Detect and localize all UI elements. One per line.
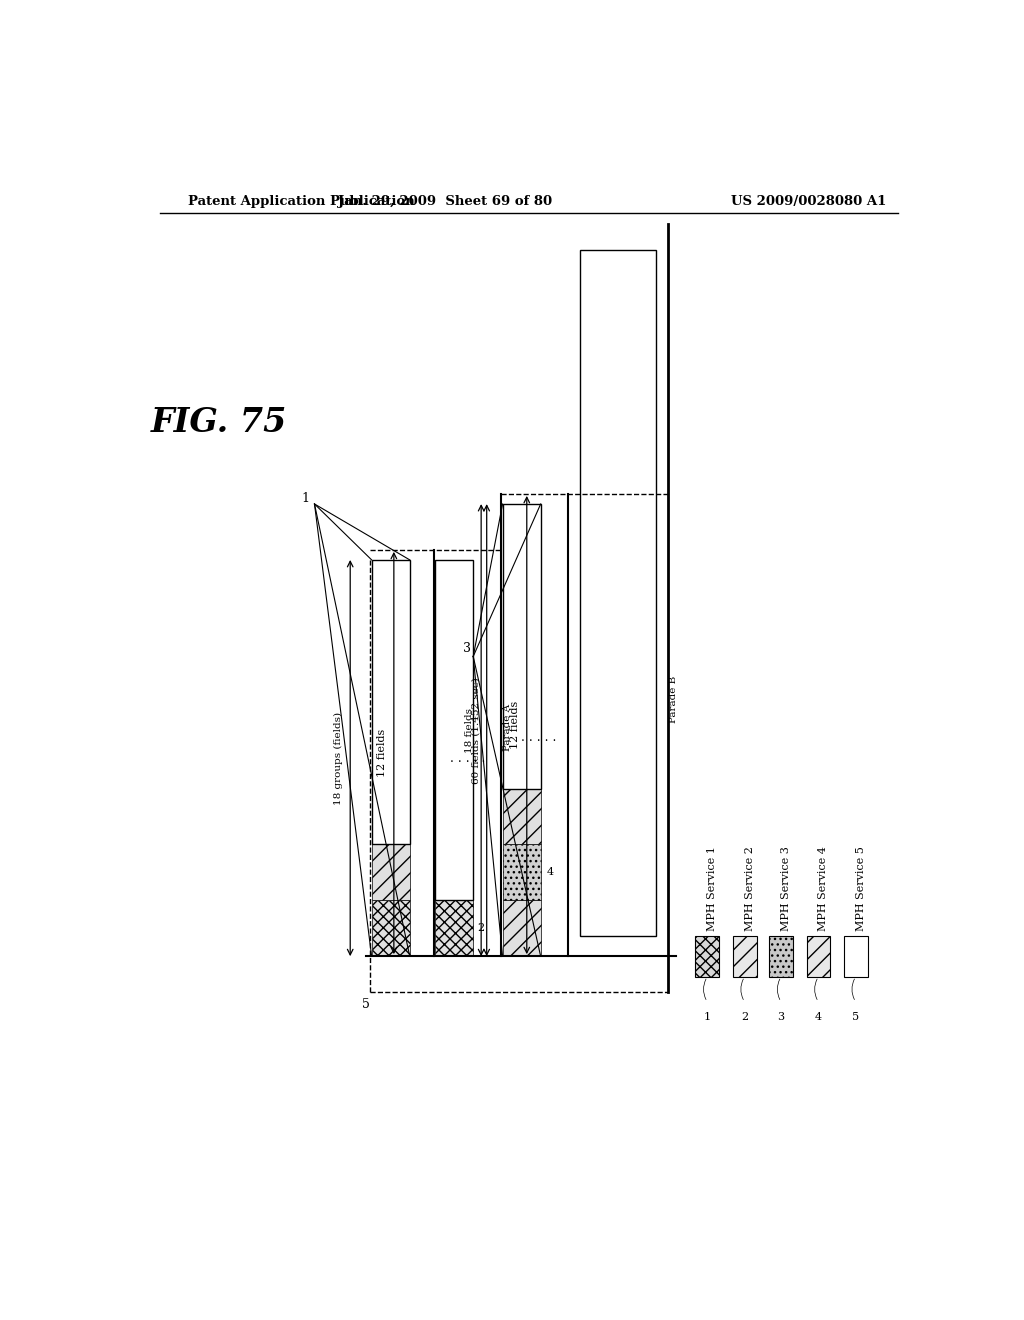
Text: 2: 2 <box>477 923 484 933</box>
Bar <box>435 560 473 900</box>
Bar <box>807 936 830 977</box>
Bar <box>372 900 410 956</box>
Bar <box>695 936 719 977</box>
Text: 12 fields: 12 fields <box>377 729 387 777</box>
Bar <box>372 845 410 900</box>
Text: 5: 5 <box>362 998 370 1011</box>
Text: FIG. 75: FIG. 75 <box>152 407 288 440</box>
Text: 18 groups (fields): 18 groups (fields) <box>334 711 343 805</box>
Bar <box>503 504 541 788</box>
Bar <box>372 560 410 845</box>
Text: 4: 4 <box>815 1012 822 1022</box>
Text: 1: 1 <box>301 492 309 506</box>
Text: 4: 4 <box>547 867 554 878</box>
Bar <box>503 788 541 845</box>
Text: 3: 3 <box>463 642 471 655</box>
Text: 60 fields (1.452 sec): 60 fields (1.452 sec) <box>472 677 481 784</box>
Text: 18 fields: 18 fields <box>465 708 474 752</box>
Text: . . . . .: . . . . . <box>521 731 556 744</box>
Text: MPH Service 2: MPH Service 2 <box>744 846 755 931</box>
Bar <box>581 249 655 936</box>
Text: Patent Application Publication: Patent Application Publication <box>187 194 415 207</box>
Text: 3: 3 <box>777 1012 784 1022</box>
Text: 2: 2 <box>741 1012 749 1022</box>
Text: 5: 5 <box>852 1012 859 1022</box>
Text: MPH Service 1: MPH Service 1 <box>708 846 718 931</box>
Bar <box>733 936 757 977</box>
Bar <box>503 845 541 900</box>
Bar <box>435 900 473 956</box>
Text: . . . . .: . . . . . <box>450 751 485 764</box>
Text: US 2009/0028080 A1: US 2009/0028080 A1 <box>731 194 887 207</box>
Bar <box>503 900 541 956</box>
Bar <box>769 936 793 977</box>
Text: MPH Service 3: MPH Service 3 <box>781 846 792 931</box>
Text: MPH Service 4: MPH Service 4 <box>818 846 828 931</box>
Text: Parade B: Parade B <box>670 676 678 723</box>
Bar <box>844 936 867 977</box>
Text: 1: 1 <box>703 1012 711 1022</box>
Text: Parade A: Parade A <box>503 704 512 751</box>
Text: MPH Service 5: MPH Service 5 <box>856 846 865 931</box>
Text: 12 fields: 12 fields <box>510 701 520 750</box>
Text: Jan. 29, 2009  Sheet 69 of 80: Jan. 29, 2009 Sheet 69 of 80 <box>338 194 553 207</box>
